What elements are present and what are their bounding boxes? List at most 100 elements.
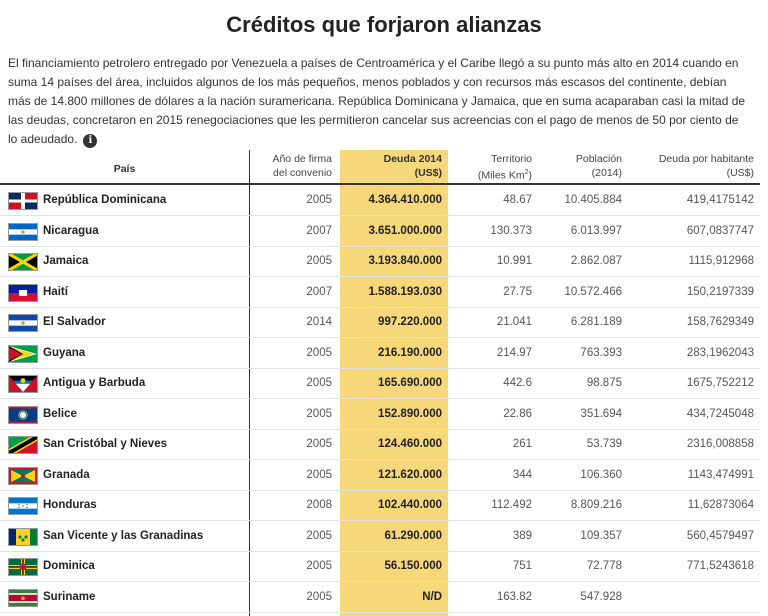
flag-nicaragua-icon: [8, 222, 38, 241]
table-row[interactable]: República Dominicana 2005 4.364.410.000 48.…: [0, 185, 760, 216]
debt-per-capita: 560,4579497: [686, 529, 754, 542]
agreement-year: 2005: [306, 590, 332, 603]
population: 6.013.997: [570, 224, 622, 237]
flag-jamaica-icon: [8, 253, 38, 271]
agreement-year: 2007: [306, 224, 332, 237]
header-debt-line1: Deuda 2014: [383, 153, 442, 165]
debt-2014: 216.190.000: [378, 346, 442, 359]
country-name: El Salvador: [43, 316, 106, 328]
agreement-year: 2014: [306, 316, 332, 328]
header-year[interactable]: Año de firma del convenio: [250, 152, 332, 180]
agreement-year: 2005: [306, 377, 332, 389]
country-name: Haití: [43, 285, 68, 298]
header-territory[interactable]: Territorio (Miles Km2): [450, 152, 532, 183]
debt-per-capita: 283,1962043: [686, 346, 754, 359]
debt-per-capita: 1675,752212: [686, 377, 754, 389]
flag-belize-icon: [8, 405, 38, 424]
table-row[interactable]: Haití 2007 1.588.193.030 27.75 10.572.466 150…: [0, 277, 760, 308]
flag-dominica-icon: [8, 558, 38, 576]
population: 763.393: [580, 346, 622, 359]
country-name: San Cristóbal y Nieves: [43, 438, 167, 450]
debt-2014: 165.690.000: [378, 377, 442, 389]
intro-text: El financiamiento petrolero entregado po…: [8, 56, 746, 146]
country-name: Suriname: [43, 590, 96, 603]
territory: 344: [512, 468, 532, 481]
debt-per-capita: 1115,912968: [688, 255, 754, 267]
agreement-year: 2005: [306, 194, 332, 206]
header-population[interactable]: Población (2014): [540, 152, 622, 180]
table-row[interactable]: Jamaica 2005 3.193.840.000 10.991 2.862.087 1…: [0, 246, 760, 277]
flag-honduras-icon: [8, 497, 38, 515]
territory: 112.492: [491, 499, 532, 511]
agreement-year: 2005: [306, 255, 332, 267]
table-row[interactable]: San Vicente y las Granadinas 2005 61.290.0…: [0, 521, 760, 552]
header-population-line2: (2014): [591, 167, 622, 179]
table-row[interactable]: Antigua y Barbuda 2005 165.690.000 442.6 98.…: [0, 368, 760, 399]
flag-saint-kitts-nevis-icon: [8, 436, 38, 454]
agreement-year: 2007: [306, 285, 332, 298]
header-year-line1: Año de firma: [272, 153, 332, 165]
territory: 130.373: [490, 224, 532, 237]
country-name: Belice: [43, 407, 77, 420]
info-icon[interactable]: i: [83, 134, 98, 148]
header-territory-close: ): [528, 169, 533, 182]
population: 98.875: [586, 377, 622, 389]
territory: 389: [512, 529, 532, 542]
population: 6.281.189: [570, 316, 622, 328]
population: 106.360: [580, 468, 622, 481]
population: 351.694: [580, 407, 622, 420]
table-row[interactable]: El Salvador 2014 997.220.000 21.041 6.281.18…: [0, 307, 760, 338]
territory: 163.82: [496, 590, 532, 603]
population: 10.405.884: [564, 194, 622, 206]
flag-guyana-icon: [8, 344, 38, 363]
debt-2014: 61.290.000: [384, 529, 442, 542]
header-per-capita-line2: (US$): [726, 167, 754, 179]
flag-saint-vincent-icon: [8, 527, 38, 546]
table-row[interactable]: Suriname 2005 N/D 163.82 547.928: [0, 582, 760, 613]
table-row[interactable]: Dominica 2005 56.150.000 751 72.778 771,52436…: [0, 551, 760, 582]
population: 10.572.466: [564, 285, 622, 298]
debt-2014: 121.620.000: [378, 468, 442, 481]
country-name: Nicaragua: [43, 224, 99, 237]
header-rule: [0, 183, 760, 185]
header-territory-unit: (Miles Km: [477, 169, 525, 182]
header-territory-sup: 2: [524, 169, 529, 176]
table-row[interactable]: San Cristóbal y Nieves 2005 124.460.000 261…: [0, 429, 760, 460]
population: 72.778: [586, 560, 622, 572]
debt-2014: 152.890.000: [378, 407, 442, 420]
territory: 261: [512, 438, 532, 450]
header-debt[interactable]: Deuda 2014 (US$): [340, 152, 442, 180]
header-territory-line2: (Miles Km2): [450, 166, 532, 183]
table-row[interactable]: Nicaragua 2007 3.651.000.000 130.373 6.013.9…: [0, 216, 760, 247]
page-title: Créditos que forjaron alianzas: [226, 12, 542, 37]
country-name: San Vicente y las Granadinas: [43, 529, 204, 542]
territory: 214.97: [496, 346, 532, 359]
table-row[interactable]: Belice 2005 152.890.000 22.86 351.694 434,724…: [0, 399, 760, 430]
table-row[interactable]: Granada 2005 121.620.000 344 106.360 1143,474…: [0, 460, 760, 491]
territory: 751: [512, 560, 532, 572]
debt-per-capita: 607,0837747: [686, 224, 754, 237]
territory: 48.67: [503, 194, 532, 206]
header-country[interactable]: País: [113, 163, 136, 175]
agreement-year: 2005: [306, 407, 332, 420]
table-row[interactable]: Honduras 2008 102.440.000 112.492 8.809.216 1…: [0, 490, 760, 521]
header-per-capita[interactable]: Deuda por habitante (US$): [630, 152, 754, 180]
table-row[interactable]: Guyana 2005 216.190.000 214.97 763.393 283,19…: [0, 338, 760, 369]
population: 109.357: [580, 529, 622, 542]
debt-per-capita: 434,7245048: [686, 407, 754, 420]
country-name: Honduras: [43, 499, 97, 511]
territory: 10.991: [496, 255, 532, 267]
debt-2014: 997.220.000: [378, 316, 442, 328]
flag-haiti-icon: [8, 283, 38, 302]
debt-per-capita: 150,2197339: [686, 285, 754, 298]
agreement-year: 2005: [306, 560, 332, 572]
agreement-year: 2005: [306, 529, 332, 542]
country-name: Antigua y Barbuda: [43, 377, 146, 389]
debt-2014: N/D: [422, 590, 442, 603]
debt-2014: 3.193.840.000: [368, 255, 442, 267]
population: 2.862.087: [570, 255, 622, 267]
debt-2014: 3.651.000.000: [368, 224, 442, 237]
population: 53.739: [586, 438, 622, 450]
column-divider: [249, 150, 250, 616]
debt-column-highlight: [340, 150, 448, 616]
